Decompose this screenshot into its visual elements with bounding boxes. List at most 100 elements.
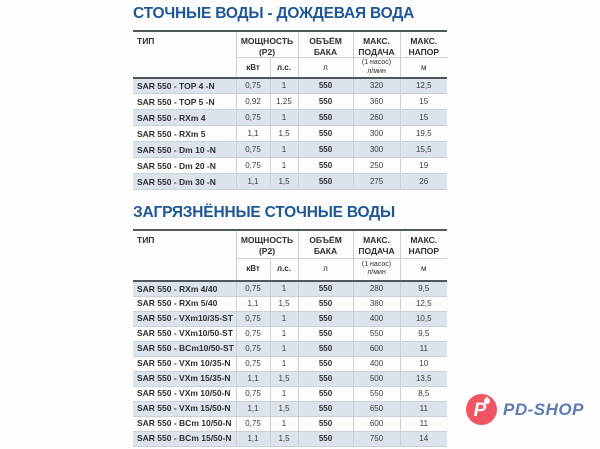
unit-kw: кВт bbox=[235, 258, 270, 281]
model-name-cell: SAR 550 - VXm 15/50-N bbox=[133, 401, 236, 417]
value-cell: 1 bbox=[269, 157, 298, 175]
value-cell: 550 bbox=[297, 386, 353, 402]
column-header-volume: ОБЪЁМ БАКА bbox=[297, 230, 353, 259]
value-cell: 280 bbox=[352, 281, 400, 297]
value-cell: 11 bbox=[399, 416, 447, 432]
power-label-line1: МОЩНОСТЬ bbox=[240, 36, 294, 46]
model-name-cell: SAR 550 - VXm 15/35-N bbox=[133, 371, 236, 387]
value-cell: 1,5 bbox=[269, 296, 298, 312]
model-name-cell: SAR 550 - RXm 4/40 bbox=[133, 281, 236, 297]
model-name-cell: SAR 550 - BCm10/50-ST bbox=[133, 341, 236, 357]
model-name-cell: SAR 550 - VXm10/35-ST bbox=[133, 311, 236, 327]
model-name-cell: SAR 550 - TOP 4 -N bbox=[133, 77, 236, 95]
value-cell: 0,75 bbox=[235, 109, 270, 127]
model-name-cell: SAR 550 - RXm 5/40 bbox=[133, 296, 236, 312]
value-cell: 8,5 bbox=[399, 386, 447, 402]
value-cell: 0,75 bbox=[235, 386, 270, 402]
value-cell: 550 bbox=[297, 173, 353, 191]
model-name-cell: SAR 550 - BCm 15/50-N bbox=[133, 431, 236, 447]
flow-label-line1: МАКС. bbox=[363, 36, 390, 46]
table-row: SAR 550 - Dm 10 -N 0,75 1 550 300 15,5 bbox=[133, 141, 447, 159]
table-row: SAR 550 - VXm10/35-ST 0,75 1 550 400 10,5 bbox=[133, 311, 447, 327]
volume-label-line2: БАКА bbox=[313, 46, 338, 57]
model-name-cell: SAR 550 - RXm 5 bbox=[133, 125, 236, 143]
logo-letter: P bbox=[473, 399, 487, 421]
value-cell: 550 bbox=[297, 431, 353, 447]
value-cell: 0,92 bbox=[235, 93, 270, 111]
unit-flow-line2: л/мин bbox=[367, 269, 386, 277]
unit-liters: л bbox=[297, 258, 353, 281]
column-header-head: МАКС. НАПОР bbox=[399, 230, 447, 259]
value-cell: 1 bbox=[269, 386, 298, 402]
value-cell: 550 bbox=[297, 341, 353, 357]
model-name-cell: SAR 550 - VXm 10/50-N bbox=[133, 386, 236, 402]
table-row: SAR 550 - VXm 10/50-N 0,75 1 550 550 8,5 bbox=[133, 386, 447, 402]
column-header-type: ТИП bbox=[137, 235, 155, 245]
value-cell: 26 bbox=[399, 173, 447, 191]
value-cell: 11 bbox=[399, 401, 447, 417]
value-cell: 0,75 bbox=[235, 281, 270, 297]
value-cell: 300 bbox=[352, 141, 400, 159]
value-cell: 0,75 bbox=[235, 141, 270, 159]
value-cell: 0,75 bbox=[235, 157, 270, 175]
value-cell: 1 bbox=[269, 326, 298, 342]
flow-label-line2: ПОДАЧА bbox=[358, 46, 395, 57]
value-cell: 550 bbox=[297, 326, 353, 342]
value-cell: 380 bbox=[352, 296, 400, 312]
volume-label-line1: ОБЪЁМ bbox=[309, 235, 342, 245]
column-header-head: МАКС. НАПОР bbox=[399, 31, 447, 59]
unit-flow: (1 насос) л/мин bbox=[352, 57, 400, 78]
value-cell: 550 bbox=[297, 157, 353, 175]
value-cell: 0,75 bbox=[235, 356, 270, 372]
model-name-cell: SAR 550 - Dm 10 -N bbox=[133, 141, 236, 159]
value-cell: 550 bbox=[297, 93, 353, 111]
unit-meters: м bbox=[399, 258, 447, 281]
value-cell: 1,1 bbox=[235, 173, 270, 191]
unit-hp: л.с. bbox=[269, 57, 298, 78]
spec-table-rainwater: ТИП МОЩНОСТЬ (Р2) ОБЪЁМ БАКА МАКС. ПОДАЧ… bbox=[133, 30, 447, 191]
value-cell: 1,5 bbox=[269, 125, 298, 143]
model-name-cell: SAR 550 - BCm 10/50-N bbox=[133, 416, 236, 432]
value-cell: 320 bbox=[352, 77, 400, 95]
brand-logo[interactable]: P PD-SHOP bbox=[466, 394, 584, 425]
value-cell: 400 bbox=[352, 311, 400, 327]
table-row: SAR 550 - VXm 10/35-N 0,75 1 550 400 10 bbox=[133, 356, 447, 372]
column-header-flow: МАКС. ПОДАЧА bbox=[352, 230, 400, 259]
power-label-line2: (Р2) bbox=[258, 46, 276, 57]
column-header-power: МОЩНОСТЬ (Р2) bbox=[235, 230, 298, 259]
section-title-contaminated: ЗАГРЯЗНЁННЫЕ СТОЧНЫЕ ВОДЫ bbox=[133, 204, 395, 221]
value-cell: 750 bbox=[352, 431, 400, 447]
table-row: SAR 550 - Dm 30 -N 1,1 1,5 550 275 26 bbox=[133, 173, 447, 191]
value-cell: 15 bbox=[399, 93, 447, 111]
column-header-type: ТИП bbox=[137, 36, 155, 46]
table-row: SAR 550 - RXm 5/40 1,1 1,5 550 380 12,5 bbox=[133, 296, 447, 312]
unit-kw: кВт bbox=[235, 57, 270, 78]
model-name-cell: SAR 550 - RXm 4 bbox=[133, 109, 236, 127]
table-row: SAR 550 - TOP 5 -N 0,92 1,25 550 360 15 bbox=[133, 93, 447, 111]
model-name-cell: SAR 550 - Dm 30 -N bbox=[133, 173, 236, 191]
unit-flow-line1: (1 насос) bbox=[361, 260, 392, 268]
value-cell: 550 bbox=[297, 296, 353, 312]
value-cell: 1 bbox=[269, 281, 298, 297]
value-cell: 1 bbox=[269, 141, 298, 159]
value-cell: 550 bbox=[297, 311, 353, 327]
value-cell: 0,75 bbox=[235, 77, 270, 95]
table-row: SAR 550 - BCm 15/50-N 1,1 1,5 550 750 14 bbox=[133, 431, 447, 447]
value-cell: 650 bbox=[352, 401, 400, 417]
value-cell: 550 bbox=[297, 125, 353, 143]
value-cell: 260 bbox=[352, 109, 400, 127]
value-cell: 10 bbox=[399, 356, 447, 372]
unit-meters: м bbox=[399, 57, 447, 78]
value-cell: 13,5 bbox=[399, 371, 447, 387]
value-cell: 1 bbox=[269, 416, 298, 432]
unit-flow: (1 насос) л/мин bbox=[352, 258, 400, 281]
model-name-cell: SAR 550 - TOP 5 -N bbox=[133, 93, 236, 111]
table-row: SAR 550 - BCm10/50-ST 0,75 1 550 600 11 bbox=[133, 341, 447, 357]
value-cell: 0,75 bbox=[235, 326, 270, 342]
head-label-line2: НАПОР bbox=[408, 245, 440, 256]
table-row: SAR 550 - VXm 15/50-N 1,1 1,5 550 650 11 bbox=[133, 401, 447, 417]
section-rainwater: СТОЧНЫЕ ВОДЫ - ДОЖДЕВАЯ ВОДА ТИП МОЩНОСТ… bbox=[133, 5, 447, 191]
value-cell: 1,25 bbox=[269, 93, 298, 111]
value-cell: 1,1 bbox=[235, 371, 270, 387]
value-cell: 1,1 bbox=[235, 125, 270, 143]
